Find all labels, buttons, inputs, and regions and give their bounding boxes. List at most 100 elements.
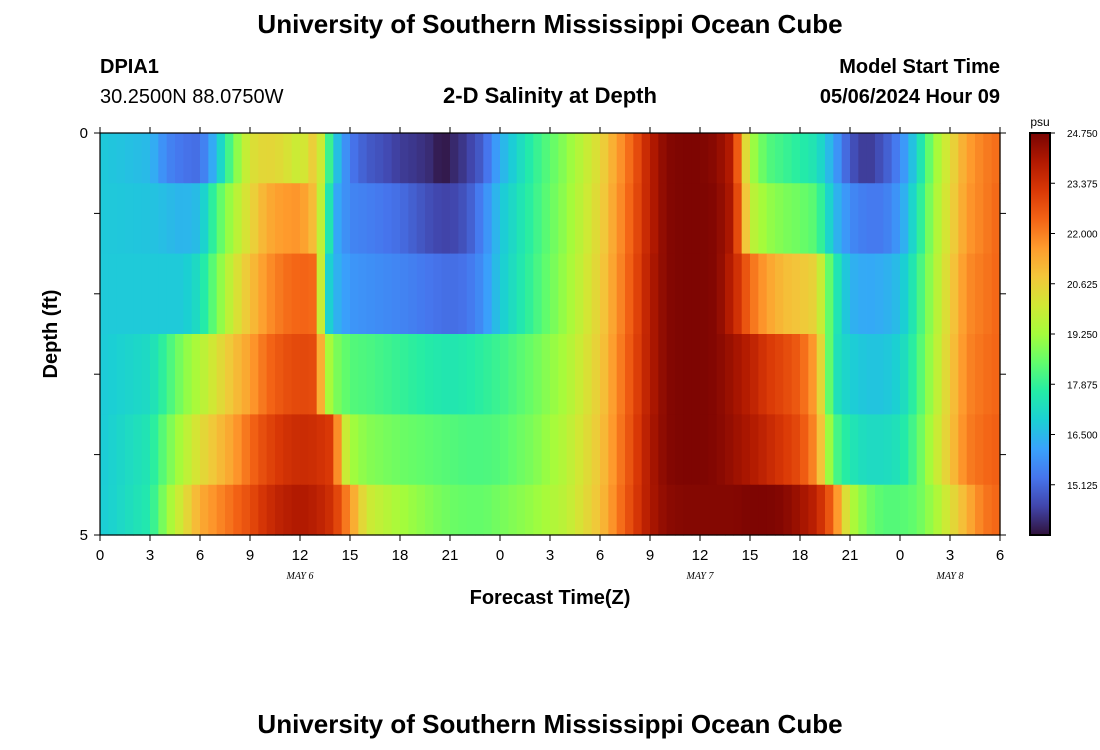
heatmap-cell xyxy=(541,183,551,255)
heatmap-cell xyxy=(591,253,601,335)
heatmap-cell xyxy=(566,484,576,536)
heatmap-cell xyxy=(291,484,301,536)
heatmap-cell xyxy=(400,183,409,255)
heatmap-cell xyxy=(625,484,634,536)
heatmap-cell xyxy=(816,133,826,184)
heatmap-cell xyxy=(741,133,751,184)
heatmap-cell xyxy=(141,334,151,415)
heatmap-cell xyxy=(408,133,418,184)
heatmap-cell xyxy=(266,414,276,486)
heatmap-cell xyxy=(158,253,168,335)
heatmap-cell xyxy=(983,414,993,486)
heatmap-cell xyxy=(366,334,376,415)
heatmap-cell xyxy=(858,414,868,486)
heatmap-cell xyxy=(900,183,909,255)
heatmap-cell xyxy=(541,484,551,536)
heatmap-cell xyxy=(625,334,634,415)
heatmap-cell xyxy=(483,133,493,184)
heatmap-cell xyxy=(275,253,284,335)
heatmap-cell xyxy=(750,414,759,486)
date-label: MAY 7 xyxy=(686,571,715,582)
y-tick-label: 0 xyxy=(80,125,88,142)
heatmap-cell xyxy=(616,253,626,335)
x-tick-label: 21 xyxy=(442,547,459,564)
heatmap-cell xyxy=(425,334,434,415)
heatmap-cell xyxy=(483,484,493,536)
chart-title: 2-D Salinity at Depth xyxy=(443,83,657,108)
heatmap-cell xyxy=(466,484,476,536)
heatmap-cell xyxy=(183,334,193,415)
heatmap-cell xyxy=(191,334,201,415)
heatmap-cell xyxy=(891,183,901,255)
heatmap-cell xyxy=(200,414,209,486)
heatmap-cell xyxy=(441,414,451,486)
heatmap-cell xyxy=(750,133,759,184)
station-coordinates: 30.2500N 88.0750W xyxy=(100,86,284,108)
heatmap-cell xyxy=(741,414,751,486)
heatmap-cell xyxy=(991,334,1001,415)
heatmap-cell xyxy=(708,414,718,486)
heatmap-cell xyxy=(900,484,909,536)
heatmap-cell xyxy=(858,253,868,335)
heatmap-cell xyxy=(875,183,884,255)
heatmap-cell xyxy=(491,414,501,486)
x-tick-label: 18 xyxy=(392,547,409,564)
heatmap-cell xyxy=(300,133,309,184)
heatmap-cell xyxy=(908,253,918,335)
heatmap-cell xyxy=(650,414,659,486)
heatmap-cell xyxy=(666,183,676,255)
heatmap-cell xyxy=(458,253,468,335)
heatmap-cell xyxy=(741,253,751,335)
heatmap-cell xyxy=(933,253,943,335)
heatmap-cell xyxy=(916,133,926,184)
heatmap-cell xyxy=(633,484,643,536)
heatmap-cell xyxy=(691,484,701,536)
heatmap-cell xyxy=(625,253,634,335)
heatmap-cell xyxy=(183,183,193,255)
heatmap-cell xyxy=(291,334,301,415)
colorbar-gradient xyxy=(1029,132,1051,536)
heatmap-cell xyxy=(566,183,576,255)
heatmap-cell xyxy=(983,183,993,255)
heatmap-cell xyxy=(666,253,676,335)
heatmap-cell xyxy=(550,183,559,255)
heatmap-cell xyxy=(333,183,343,255)
heatmap-cell xyxy=(350,484,359,536)
date-label: MAY 6 xyxy=(286,571,314,582)
heatmap-cell xyxy=(866,253,876,335)
heatmap-cell xyxy=(808,183,818,255)
heatmap-cell xyxy=(508,133,518,184)
heatmap-cell xyxy=(408,484,418,536)
heatmap-cell xyxy=(283,484,293,536)
heatmap-cell xyxy=(358,414,368,486)
heatmap-cell xyxy=(600,334,609,415)
heatmap-cell xyxy=(691,414,701,486)
heatmap-cell xyxy=(516,253,526,335)
heatmap-cell xyxy=(991,133,1001,184)
heatmap-cell xyxy=(216,253,226,335)
heatmap-cell xyxy=(400,334,409,415)
heatmap-cell xyxy=(341,183,351,255)
x-tick-label: 9 xyxy=(646,547,654,564)
heatmap-cell xyxy=(450,484,459,536)
colorbar: 24.750 23.375 22.000 20.625 19.250 17.875 16.5… xyxy=(1029,129,1098,536)
heatmap-cell xyxy=(358,334,368,415)
heatmap-cell xyxy=(166,334,176,415)
heatmap-cell xyxy=(925,334,934,415)
heatmap-cell xyxy=(791,253,801,335)
heatmap-cell xyxy=(783,334,793,415)
heatmap-cell xyxy=(208,334,218,415)
x-axis-label: Forecast Time(Z) xyxy=(470,587,631,609)
heatmap-cell xyxy=(250,484,259,536)
heatmap-cell xyxy=(841,253,851,335)
heatmap-cell xyxy=(683,133,693,184)
heatmap-cell xyxy=(466,334,476,415)
heatmap-cell xyxy=(641,484,651,536)
heatmap-cell xyxy=(850,484,859,536)
heatmap-cell xyxy=(433,334,443,415)
heatmap-cell xyxy=(775,253,784,335)
heatmap-cell xyxy=(508,183,518,255)
heatmap-cell xyxy=(441,183,451,255)
heatmap-cell xyxy=(566,414,576,486)
heatmap-cell xyxy=(908,133,918,184)
